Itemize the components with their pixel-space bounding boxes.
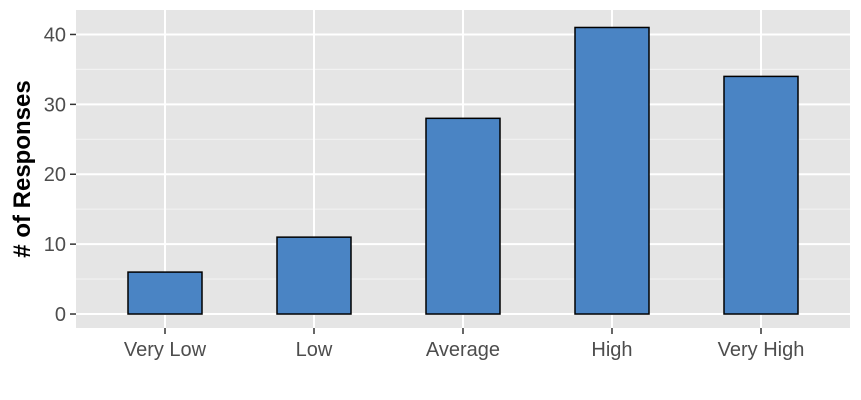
x-tick-label: High [591, 339, 632, 361]
y-tick-label: 30 [44, 94, 66, 116]
x-tick-label: Average [426, 339, 500, 361]
y-tick-label: 40 [44, 24, 66, 46]
bar-high [574, 26, 650, 315]
x-axis: Very Low Low Average High Very High [124, 328, 804, 361]
x-tick-label: Very High [718, 339, 805, 361]
y-axis: 0 10 20 30 40 [44, 24, 76, 326]
y-tick-label: 20 [44, 164, 66, 186]
y-axis-title: # of Responses [9, 80, 36, 257]
bars [127, 26, 799, 315]
x-tick-label: Very Low [124, 339, 207, 361]
x-tick-label: Low [296, 339, 333, 361]
bar-very-high [723, 75, 799, 315]
y-tick-label: 0 [55, 304, 66, 326]
y-tick-label: 10 [44, 234, 66, 256]
bar-low [276, 236, 352, 315]
bar-very-low [127, 271, 203, 315]
bar-average [425, 117, 501, 315]
